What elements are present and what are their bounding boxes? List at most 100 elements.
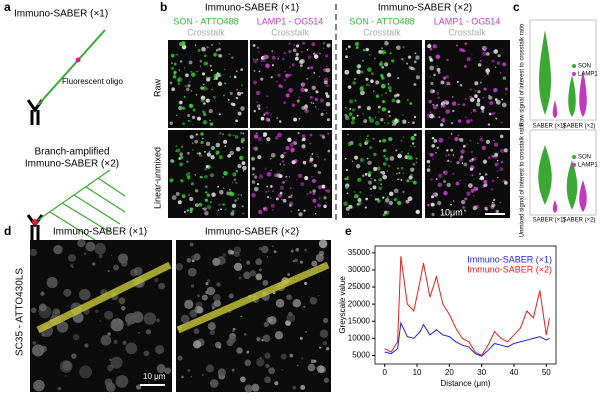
speckle	[237, 164, 242, 169]
speckle	[450, 148, 454, 152]
speckle	[154, 277, 159, 283]
speckle	[499, 201, 502, 204]
speckle	[323, 158, 327, 161]
speckle	[488, 94, 490, 97]
speckle	[118, 297, 126, 305]
speckle	[310, 156, 312, 158]
speckle	[288, 50, 292, 53]
speckle	[386, 170, 388, 172]
speckle	[491, 201, 494, 204]
speckle	[431, 195, 434, 199]
speckle	[501, 98, 504, 101]
speckle	[289, 66, 291, 68]
speckle	[367, 171, 372, 175]
speckle	[205, 290, 209, 295]
speckle	[301, 144, 306, 149]
speckle	[192, 124, 194, 126]
speckle	[448, 137, 450, 139]
speckle	[216, 50, 218, 52]
violin	[552, 200, 558, 213]
speckle	[190, 375, 193, 378]
speckle	[312, 102, 315, 104]
speckle	[494, 98, 498, 101]
speckle	[360, 70, 364, 74]
speckle	[361, 59, 365, 62]
speckle	[312, 192, 316, 196]
speckle	[263, 321, 269, 327]
speckle	[344, 185, 349, 189]
speckle	[380, 61, 382, 63]
speckle	[311, 85, 316, 90]
speckle	[401, 58, 404, 61]
speckle	[450, 133, 453, 135]
x-label: SABER (×2)	[563, 218, 596, 224]
speckle	[272, 209, 274, 211]
speckle	[287, 137, 292, 143]
channel-label: LAMP1 - OG514	[257, 16, 324, 26]
speckle	[218, 43, 221, 45]
speckle	[199, 175, 203, 179]
speckle	[92, 262, 96, 266]
speckle	[356, 114, 359, 117]
speckle	[200, 98, 205, 103]
speckle	[293, 117, 297, 122]
speckle	[430, 202, 435, 207]
speckle	[384, 198, 390, 203]
speckle	[351, 160, 354, 163]
x-label: SABER (×2)	[563, 124, 596, 130]
speckle	[273, 250, 277, 254]
y-tick-label: 15000	[348, 316, 371, 325]
speckle	[194, 139, 198, 144]
speckle	[494, 162, 499, 167]
speckle	[312, 189, 316, 193]
speckle	[397, 76, 400, 80]
legend-label: Immuno-SABER (×1)	[467, 254, 552, 264]
speckle	[193, 328, 200, 335]
speckle	[30, 307, 37, 314]
speckle	[311, 153, 313, 156]
speckle	[261, 245, 269, 254]
speckle	[400, 166, 404, 170]
speckle	[344, 106, 347, 109]
speckle	[373, 179, 377, 182]
speckle	[442, 170, 448, 176]
speckle	[384, 40, 389, 46]
speckle	[289, 143, 294, 147]
speckle	[213, 78, 216, 80]
speckle	[258, 174, 264, 179]
speckle	[190, 120, 192, 123]
speckle	[365, 83, 369, 86]
speckle	[253, 59, 258, 64]
speckle	[319, 329, 329, 339]
speckle	[391, 124, 394, 126]
speckle	[196, 294, 200, 298]
speckle	[480, 105, 485, 110]
speckle	[260, 77, 264, 81]
speckle	[298, 212, 303, 217]
speckle	[190, 182, 195, 186]
speckle	[252, 44, 256, 47]
speckle	[32, 341, 37, 345]
speckle	[266, 137, 271, 142]
speckle	[354, 155, 359, 160]
speckle	[209, 379, 219, 388]
speckle	[164, 367, 172, 375]
speckle	[302, 137, 306, 142]
speckle	[243, 271, 251, 280]
speckle	[169, 121, 173, 125]
speckle	[296, 364, 299, 367]
speckle	[502, 62, 507, 67]
speckle	[241, 205, 244, 208]
speckle	[437, 200, 442, 206]
speckle	[196, 70, 198, 73]
speckle	[258, 107, 261, 111]
speckle	[315, 90, 319, 94]
speckle	[190, 90, 193, 92]
speckle	[464, 64, 467, 68]
speckle	[384, 91, 388, 95]
speckle	[472, 205, 477, 211]
speckle	[364, 172, 368, 176]
speckle	[115, 374, 129, 388]
y-tick-label: 35000	[348, 248, 371, 257]
speckle	[189, 196, 194, 202]
